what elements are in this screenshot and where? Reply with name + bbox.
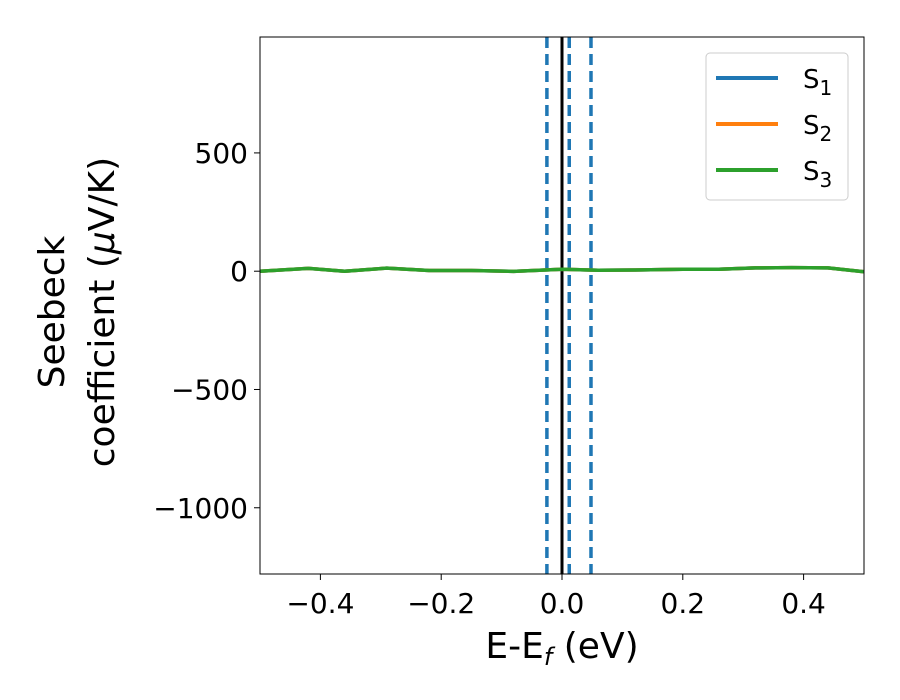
legend-item-s1: S1 xyxy=(716,65,832,100)
y-axis-ticks: 500 0 −500 −1000 xyxy=(153,137,260,525)
y-tick-label: −500 xyxy=(171,373,248,406)
x-tick-label: −0.4 xyxy=(286,587,354,620)
x-tick-label: 0.2 xyxy=(661,587,706,620)
legend-label: S3 xyxy=(803,157,832,192)
legend-label: S1 xyxy=(803,65,832,100)
y-tick-label: −1000 xyxy=(153,492,248,525)
y-tick-label: 0 xyxy=(230,255,248,288)
x-tick-label: −0.2 xyxy=(407,587,475,620)
x-tick-label: 0.0 xyxy=(540,587,585,620)
legend-label: S2 xyxy=(803,111,832,146)
x-axis-label: E-Ef (eV) xyxy=(485,626,638,671)
y-tick-label: 500 xyxy=(195,137,248,170)
legend-box xyxy=(705,52,849,201)
series-lines xyxy=(259,265,865,274)
legend-item-s3: S3 xyxy=(716,157,832,192)
vertical-reference-lines xyxy=(545,37,593,574)
y-axis-label: Seebeck coefficient (μV/K) xyxy=(32,157,123,467)
x-axis-ticks: −0.4 −0.2 0.0 0.2 0.4 xyxy=(286,574,826,620)
legend: S1 S2 S3 xyxy=(705,52,849,201)
y-axis-label-line1: Seebeck xyxy=(32,235,73,388)
legend-item-s2: S2 xyxy=(716,111,832,146)
y-axis-label-line2: coefficient (μV/K) xyxy=(82,157,123,467)
series-line-s3 xyxy=(259,265,865,274)
x-tick-label: 0.4 xyxy=(781,587,826,620)
